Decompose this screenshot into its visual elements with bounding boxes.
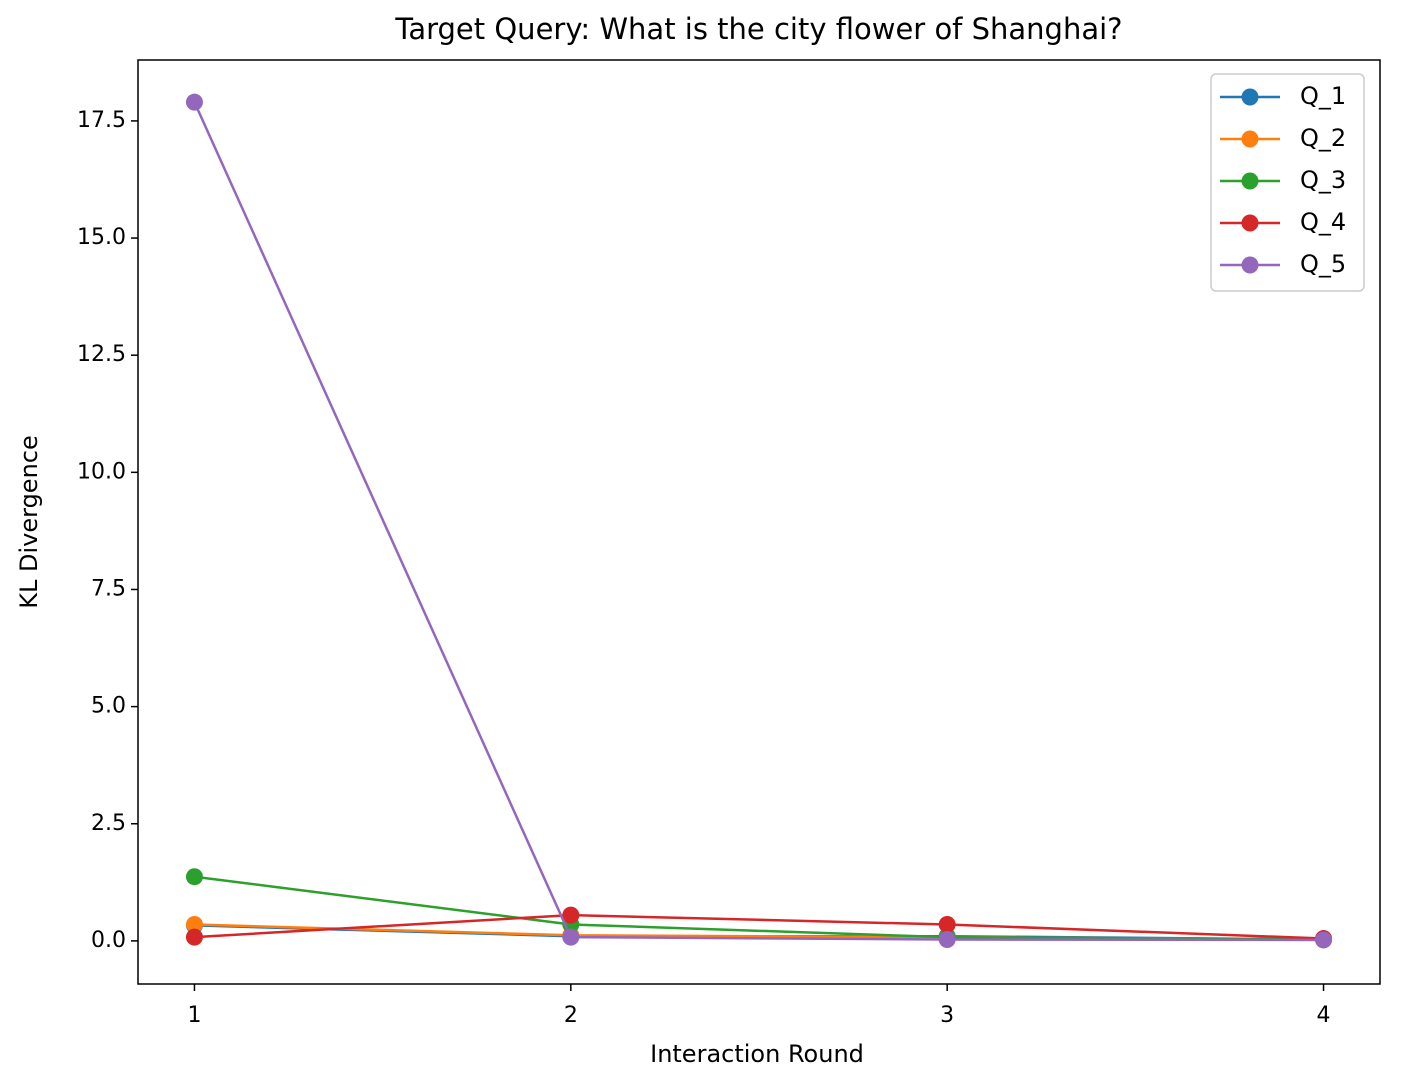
series-line	[194, 875, 1324, 941]
plot-frame	[137, 59, 1381, 985]
legend-label: Q_4	[1300, 208, 1346, 236]
data-point	[938, 915, 956, 933]
legend-box	[1210, 73, 1365, 292]
data-point	[1315, 931, 1333, 949]
series-line	[194, 913, 1324, 940]
legend-marker	[1241, 88, 1259, 106]
data-point	[562, 928, 580, 946]
data-point	[185, 868, 203, 886]
legend-marker	[1241, 214, 1259, 232]
data-point	[562, 906, 580, 924]
y-tick-label: 10.0	[77, 459, 126, 484]
x-tick-label: 1	[187, 1003, 201, 1028]
data-point	[185, 93, 203, 111]
data-point	[185, 915, 203, 933]
x-tick-label: 4	[1317, 1003, 1331, 1028]
data-point	[938, 930, 956, 948]
legend-marker	[1241, 172, 1259, 190]
legend-label: Q_1	[1300, 82, 1346, 110]
legend-marker	[1241, 130, 1259, 148]
y-tick-label: 17.5	[77, 108, 126, 133]
y-axis-label: KL Divergence	[15, 435, 43, 608]
y-tick-label: 2.5	[91, 811, 126, 836]
data-point	[185, 928, 203, 946]
chart-title: Target Query: What is the city flower of…	[394, 12, 1122, 46]
y-tick-label: 7.5	[91, 576, 126, 601]
legend-label: Q_3	[1300, 166, 1346, 194]
x-tick-label: 3	[940, 1003, 954, 1028]
x-tick-label: 2	[564, 1003, 578, 1028]
x-axis-label: Interaction Round	[650, 1040, 864, 1068]
series-line	[193, 101, 1324, 942]
y-tick-label: 15.0	[77, 225, 126, 250]
legend-label: Q_2	[1300, 124, 1346, 152]
y-tick-label: 12.5	[77, 342, 126, 367]
legend-label: Q_5	[1300, 250, 1346, 278]
legend-marker	[1241, 256, 1259, 274]
y-tick-label: 5.0	[91, 694, 126, 719]
y-tick-label: 0.0	[91, 928, 126, 953]
